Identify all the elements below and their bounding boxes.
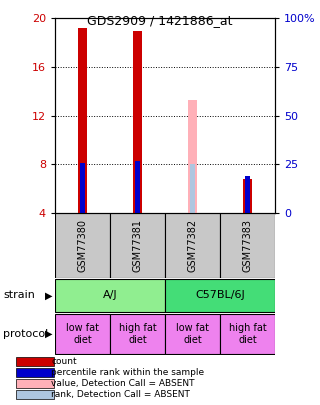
Text: GDS2909 / 1421886_at: GDS2909 / 1421886_at xyxy=(87,14,233,27)
Bar xyxy=(55,213,110,278)
Bar xyxy=(16,368,54,377)
Text: high fat
diet: high fat diet xyxy=(228,323,266,345)
Text: rank, Detection Call = ABSENT: rank, Detection Call = ABSENT xyxy=(51,390,190,399)
Text: GSM77383: GSM77383 xyxy=(243,219,252,272)
Text: A/J: A/J xyxy=(103,290,117,301)
Bar xyxy=(220,314,275,354)
Bar xyxy=(77,28,87,213)
Text: C57BL/6J: C57BL/6J xyxy=(195,290,245,301)
Text: low fat
diet: low fat diet xyxy=(66,323,99,345)
Text: percentile rank within the sample: percentile rank within the sample xyxy=(51,368,204,377)
Bar xyxy=(16,357,54,366)
Bar xyxy=(245,177,250,213)
Bar xyxy=(188,100,197,213)
Bar xyxy=(165,213,220,278)
Bar xyxy=(243,179,252,213)
Bar xyxy=(110,314,165,354)
Bar xyxy=(220,213,275,278)
Text: GSM77382: GSM77382 xyxy=(188,219,197,272)
Bar xyxy=(135,161,140,213)
Text: count: count xyxy=(51,357,77,366)
Text: low fat
diet: low fat diet xyxy=(176,323,209,345)
Bar xyxy=(16,390,54,399)
Bar xyxy=(132,32,142,213)
Text: ▶: ▶ xyxy=(45,290,52,301)
Text: high fat
diet: high fat diet xyxy=(119,323,156,345)
Text: ▶: ▶ xyxy=(45,329,52,339)
Text: value, Detection Call = ABSENT: value, Detection Call = ABSENT xyxy=(51,379,195,388)
Text: GSM77381: GSM77381 xyxy=(132,219,142,272)
Bar xyxy=(110,213,165,278)
Bar xyxy=(165,279,275,312)
Bar xyxy=(165,314,220,354)
Bar xyxy=(55,279,165,312)
Text: strain: strain xyxy=(3,290,35,301)
Text: GSM77380: GSM77380 xyxy=(77,219,87,272)
Text: protocol: protocol xyxy=(3,329,48,339)
Bar xyxy=(190,164,195,213)
Bar xyxy=(80,163,85,213)
Bar xyxy=(55,314,110,354)
Bar xyxy=(16,379,54,388)
